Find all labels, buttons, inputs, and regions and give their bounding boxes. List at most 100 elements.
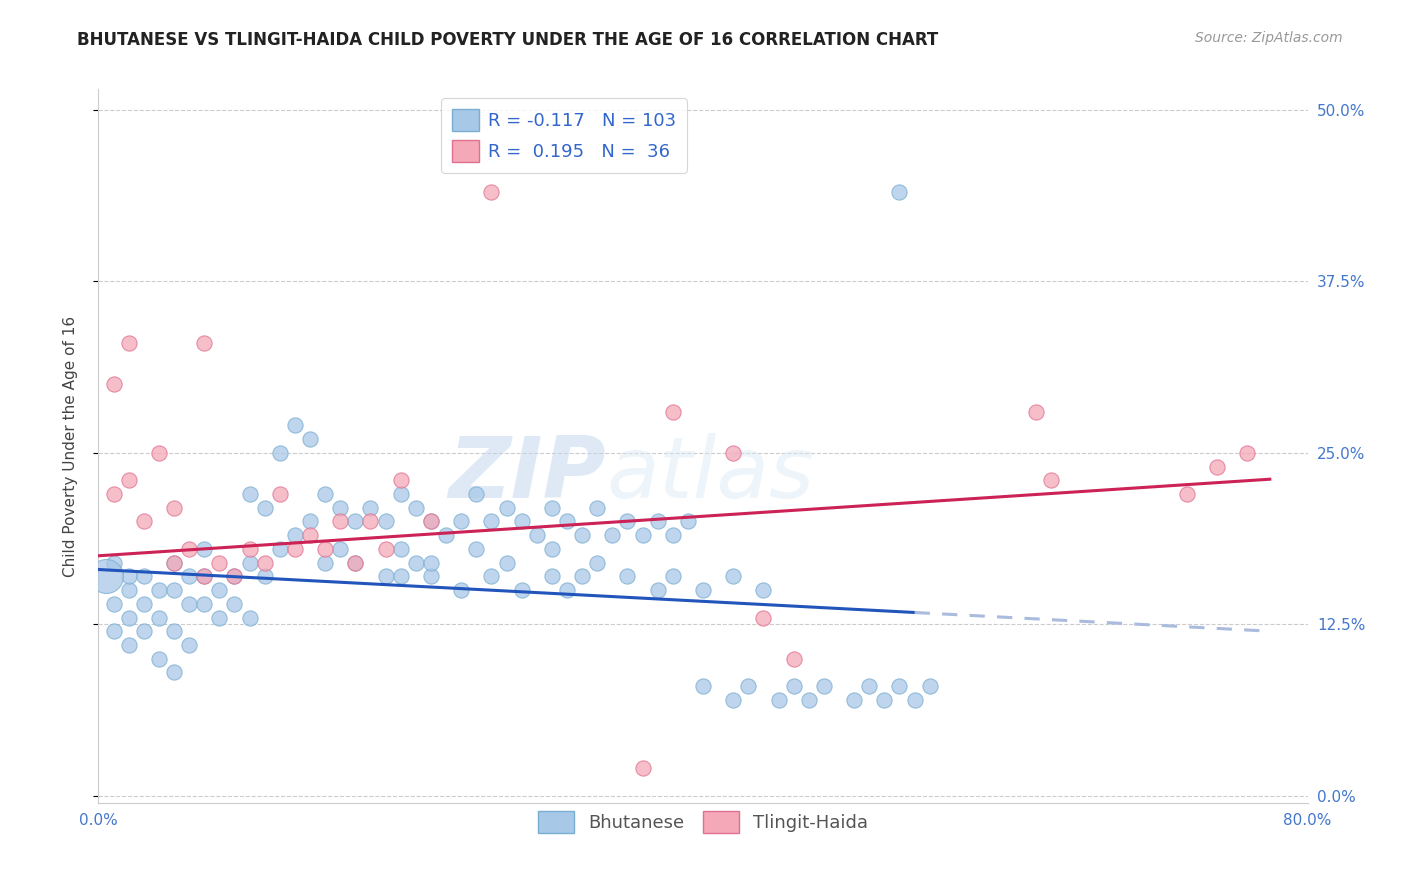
- Point: [374, 569, 396, 583]
- Point: [450, 583, 472, 598]
- Point: [269, 487, 291, 501]
- Point: [405, 556, 427, 570]
- Point: [420, 515, 443, 529]
- Point: [602, 528, 624, 542]
- Point: [692, 583, 714, 598]
- Point: [284, 528, 307, 542]
- Point: [540, 541, 562, 556]
- Point: [737, 679, 759, 693]
- Point: [723, 446, 745, 460]
- Point: [768, 693, 790, 707]
- Point: [889, 679, 911, 693]
- Point: [586, 500, 609, 515]
- Point: [481, 515, 503, 529]
- Point: [344, 515, 367, 529]
- Point: [360, 515, 382, 529]
- Point: [904, 693, 927, 707]
- Point: [631, 528, 654, 542]
- Point: [118, 569, 141, 583]
- Point: [647, 583, 669, 598]
- Point: [148, 651, 170, 665]
- Point: [253, 556, 276, 570]
- Point: [510, 515, 533, 529]
- Point: [1024, 405, 1046, 419]
- Point: [571, 528, 593, 542]
- Text: Source: ZipAtlas.com: Source: ZipAtlas.com: [1195, 31, 1343, 45]
- Point: [571, 569, 593, 583]
- Point: [329, 541, 352, 556]
- Point: [420, 556, 443, 570]
- Point: [540, 569, 562, 583]
- Point: [163, 583, 186, 598]
- Point: [253, 569, 276, 583]
- Point: [103, 624, 125, 639]
- Point: [103, 377, 125, 392]
- Point: [692, 679, 714, 693]
- Point: [344, 556, 367, 570]
- Point: [389, 541, 412, 556]
- Point: [465, 487, 488, 501]
- Point: [420, 515, 443, 529]
- Point: [374, 541, 396, 556]
- Point: [299, 528, 322, 542]
- Point: [510, 583, 533, 598]
- Point: [269, 446, 291, 460]
- Point: [389, 569, 412, 583]
- Point: [148, 610, 170, 624]
- Point: [224, 569, 246, 583]
- Point: [179, 597, 201, 611]
- Point: [586, 556, 609, 570]
- Point: [239, 610, 262, 624]
- Point: [481, 569, 503, 583]
- Point: [132, 569, 155, 583]
- Point: [118, 583, 141, 598]
- Point: [661, 405, 683, 419]
- Point: [224, 597, 246, 611]
- Point: [723, 693, 745, 707]
- Point: [253, 500, 276, 515]
- Point: [118, 336, 141, 351]
- Point: [269, 541, 291, 556]
- Point: [103, 487, 125, 501]
- Point: [676, 515, 699, 529]
- Point: [405, 500, 427, 515]
- Point: [450, 515, 472, 529]
- Point: [239, 556, 262, 570]
- Text: ZIP: ZIP: [449, 433, 606, 516]
- Point: [179, 638, 201, 652]
- Point: [224, 569, 246, 583]
- Point: [193, 541, 215, 556]
- Point: [389, 473, 412, 487]
- Point: [239, 541, 262, 556]
- Point: [752, 610, 775, 624]
- Point: [284, 418, 307, 433]
- Point: [555, 515, 578, 529]
- Point: [481, 185, 503, 199]
- Point: [314, 556, 336, 570]
- Point: [94, 569, 117, 583]
- Point: [103, 556, 125, 570]
- Point: [813, 679, 835, 693]
- Point: [434, 528, 457, 542]
- Point: [555, 583, 578, 598]
- Point: [526, 528, 548, 542]
- Point: [132, 597, 155, 611]
- Point: [858, 679, 880, 693]
- Point: [208, 556, 231, 570]
- Point: [163, 556, 186, 570]
- Point: [783, 679, 806, 693]
- Text: BHUTANESE VS TLINGIT-HAIDA CHILD POVERTY UNDER THE AGE OF 16 CORRELATION CHART: BHUTANESE VS TLINGIT-HAIDA CHILD POVERTY…: [77, 31, 939, 49]
- Point: [103, 597, 125, 611]
- Point: [299, 432, 322, 446]
- Point: [661, 569, 683, 583]
- Point: [540, 500, 562, 515]
- Point: [918, 679, 941, 693]
- Point: [163, 665, 186, 680]
- Point: [344, 556, 367, 570]
- Point: [631, 762, 654, 776]
- Legend: Bhutanese, Tlingit-Haida: Bhutanese, Tlingit-Haida: [530, 804, 876, 840]
- Point: [844, 693, 866, 707]
- Point: [329, 500, 352, 515]
- Point: [163, 556, 186, 570]
- Point: [374, 515, 396, 529]
